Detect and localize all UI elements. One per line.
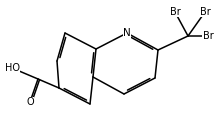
Text: HO: HO [5, 63, 19, 73]
Text: O: O [26, 97, 34, 107]
Text: N: N [123, 28, 131, 38]
Text: Br: Br [203, 31, 213, 41]
Text: Br: Br [170, 7, 180, 17]
Text: Br: Br [200, 7, 210, 17]
